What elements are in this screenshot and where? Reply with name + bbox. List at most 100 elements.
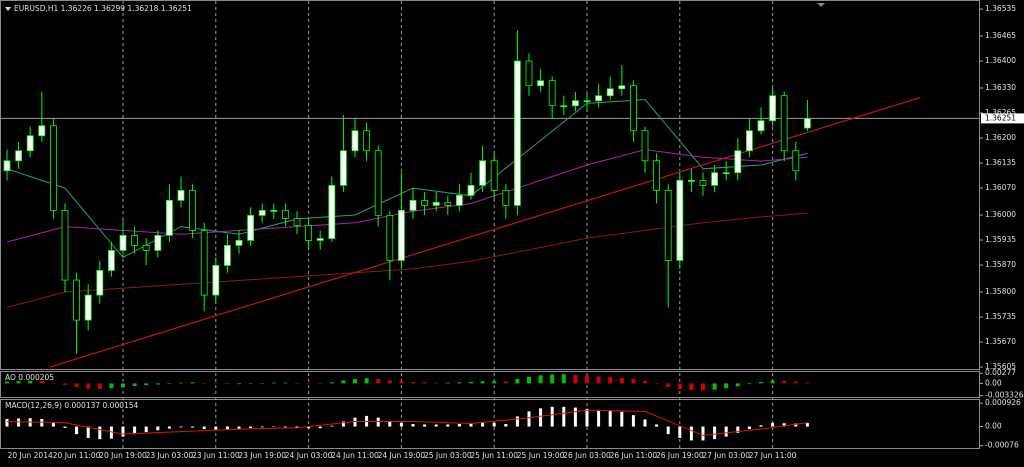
candle-body — [595, 95, 602, 102]
macd-bar — [736, 426, 740, 433]
ao-bar — [712, 383, 717, 390]
macd-bar — [527, 411, 531, 427]
ao-bar — [561, 374, 566, 384]
candle-body — [606, 88, 614, 97]
macd-bar — [272, 426, 276, 428]
ao-bar — [735, 383, 740, 387]
x-tick-label: 24 Jun 03:00 — [285, 451, 333, 460]
menu-arrow[interactable] — [5, 7, 11, 11]
candle-body — [363, 130, 371, 152]
macd-bar — [17, 418, 21, 427]
candle-body — [212, 265, 220, 296]
candle-body — [792, 150, 800, 172]
ao-bar — [329, 382, 334, 384]
ao-bar — [411, 381, 415, 384]
macd-bar — [63, 426, 67, 428]
macd-bar — [643, 419, 647, 427]
macd-bar — [550, 406, 554, 427]
macd-bar — [307, 426, 311, 429]
ao-bar — [353, 378, 357, 384]
candle-body — [572, 100, 579, 107]
y-tick-label: 0.00 — [985, 378, 1002, 387]
last-price-label: 1.36251 — [985, 113, 1016, 122]
candle-body — [618, 85, 626, 90]
ao-bar — [422, 382, 427, 384]
candle-body — [108, 250, 115, 271]
ao-bar — [5, 381, 9, 384]
candle-body — [165, 199, 173, 236]
ao-bar — [457, 382, 462, 384]
y-tick-label: 1.35670 — [985, 337, 1016, 346]
macd-bar — [597, 409, 601, 427]
x-tick-label: 20 Jun 11:00 — [53, 451, 101, 460]
ao-bar — [677, 383, 682, 389]
ao-bar — [503, 381, 508, 384]
macd-bar — [318, 426, 322, 429]
macd-bar — [225, 426, 229, 430]
candle-body — [711, 172, 718, 186]
macd-bar — [399, 422, 403, 427]
macd-bar — [805, 423, 809, 427]
ao-bar — [805, 382, 810, 384]
ao-bar — [271, 382, 276, 384]
ao-bar — [550, 374, 555, 384]
candle-body — [583, 100, 591, 103]
macd-bar — [585, 408, 589, 427]
y-tick-label: 0.000926 — [985, 398, 1021, 407]
candle-body — [154, 235, 162, 251]
ao-bar — [74, 383, 79, 388]
macd-bar — [678, 426, 682, 438]
ao-bar — [701, 383, 705, 391]
ao-bar — [399, 381, 404, 384]
y-tick-label: 1.35870 — [985, 260, 1016, 269]
ao-bar — [155, 383, 160, 385]
macd-bar — [457, 424, 461, 427]
macd-bar — [283, 426, 287, 428]
macd-bar — [504, 424, 508, 427]
candle-body — [61, 210, 69, 281]
ao-bar — [619, 377, 624, 384]
ao-bar — [515, 378, 520, 384]
macd-bar — [562, 406, 566, 427]
candle-body — [537, 80, 544, 87]
ao-bar — [213, 383, 218, 384]
macd-bar — [237, 426, 241, 430]
ao-bar — [237, 383, 241, 385]
macd-bar — [446, 424, 450, 427]
candle-body — [676, 179, 684, 261]
candle-body — [467, 184, 475, 196]
macd-bar — [353, 417, 357, 427]
ao-bar — [132, 383, 137, 386]
candle-body — [247, 215, 255, 241]
candle-body — [769, 95, 776, 122]
ao-bar — [260, 383, 265, 384]
macd-bar — [341, 421, 345, 427]
x-tick-label: 23 Jun 11:00 — [192, 451, 240, 460]
ao-bar — [782, 380, 787, 384]
candle-body — [26, 135, 34, 152]
ao-bar — [63, 383, 67, 385]
ao-bar — [341, 380, 346, 384]
ao-panel-frame — [0, 371, 980, 398]
x-tick-label: 20 Jun 19:00 — [99, 451, 147, 460]
x-tick-label: 26 Jun 19:00 — [656, 451, 704, 460]
ao-bar — [295, 383, 299, 384]
macd-bar — [98, 426, 102, 440]
macd-bar — [515, 416, 519, 427]
candle-body — [548, 80, 556, 107]
trendline — [49, 97, 921, 368]
y-tick-label: -0.003326 — [985, 391, 1024, 400]
candle-body — [270, 210, 278, 212]
macd-bar — [713, 426, 717, 440]
candle-body — [50, 125, 57, 211]
macd-bar — [376, 417, 380, 427]
ao-bar — [190, 382, 195, 384]
ao-bar — [51, 382, 56, 384]
y-tick-label: 1.36400 — [985, 56, 1016, 65]
macd-bar — [481, 421, 485, 427]
x-tick-label: 27 Jun 03:00 — [702, 451, 750, 460]
candle-body — [432, 201, 440, 206]
macd-bar — [666, 426, 670, 435]
ao-bar — [364, 378, 369, 384]
x-tick-label: 26 Jun 03:00 — [563, 451, 611, 460]
